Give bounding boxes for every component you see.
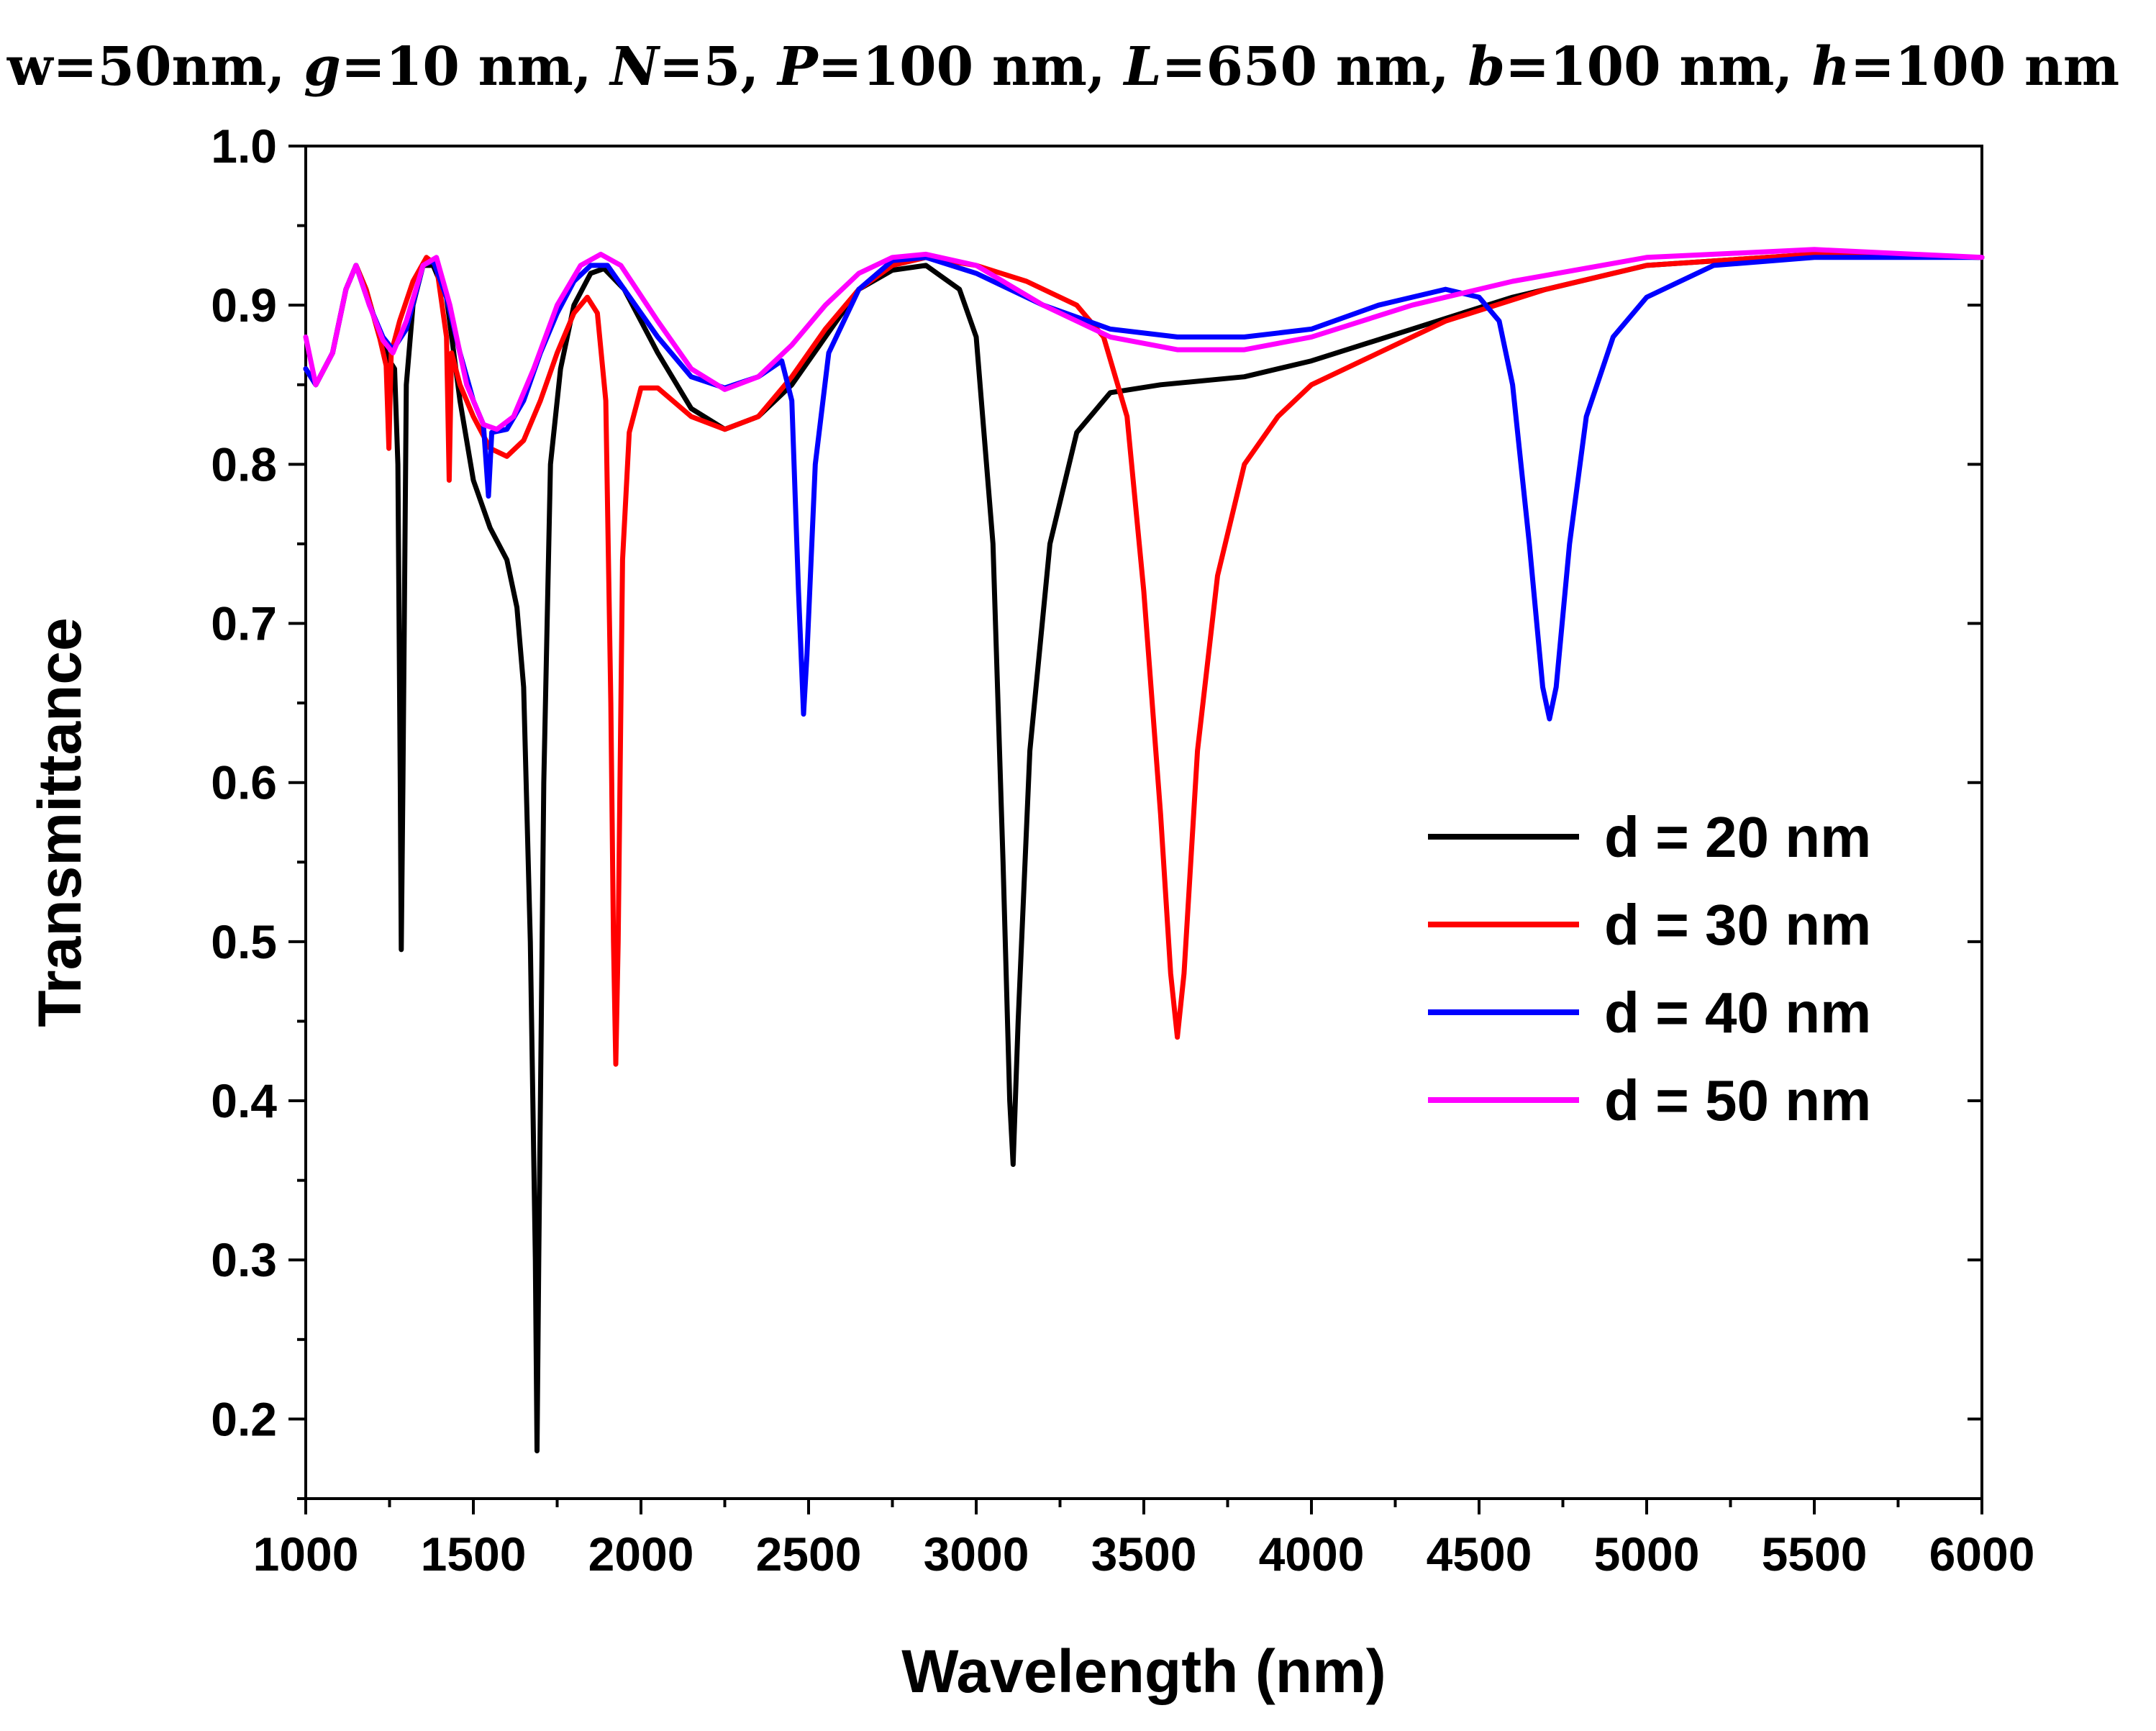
x-tick-label: 4000 (1259, 1527, 1365, 1581)
x-axis: 1000 1500 2000 2500 3000 3500 4000 4500 5000 5500… (253, 1499, 2035, 1581)
title-part-3: N (609, 36, 660, 98)
x-tick-label: 6000 (1929, 1527, 2035, 1581)
title-part-11: h (1811, 36, 1850, 98)
title-part-10: =100 nm, (1505, 36, 1811, 98)
series-line-1 (303, 251, 1985, 1454)
chart-title: w=50nm, g=10 nm, N=5, P=100 nm, L=650 nm… (6, 36, 2119, 98)
y-tick-label: 0.6 (211, 756, 277, 809)
title-part-5: P (776, 36, 819, 98)
x-tick-label: 4500 (1427, 1527, 1532, 1581)
series-line-2 (303, 251, 1985, 1067)
y-axis: 0.2 0.3 0.4 0.5 0.6 0.7 0.8 0.9 1.0 (211, 119, 1982, 1500)
series-line-4 (303, 247, 1985, 432)
y-axis-title: Transmittance (26, 617, 94, 1027)
x-axis-title: Wavelength (nm) (901, 1637, 1386, 1705)
series-line-3 (303, 255, 1985, 722)
title-part-6: =100 nm, (818, 36, 1124, 98)
x-tick-label: 2500 (756, 1527, 862, 1581)
legend: d = 20 nm d = 30 nm d = 40 nm d = 50 nm (1428, 805, 1871, 1132)
x-tick-label: 5500 (1762, 1527, 1868, 1581)
legend-label: d = 20 nm (1604, 805, 1871, 869)
title-part-12: =100 nm (1850, 36, 2119, 98)
y-tick-label: 0.8 (211, 437, 277, 491)
y-tick-label: 0.4 (211, 1074, 277, 1127)
x-tick-label: 3000 (924, 1527, 1029, 1581)
y-tick-label: 0.5 (211, 915, 277, 968)
title-part-9: b (1468, 36, 1505, 98)
title-part-2: =10 nm, (341, 36, 610, 98)
y-tick-label: 1.0 (211, 119, 277, 173)
y-tick-label: 0.7 (211, 597, 277, 650)
x-tick-label: 1000 (253, 1527, 359, 1581)
series-group (303, 247, 1985, 1454)
x-tick-label: 2000 (588, 1527, 694, 1581)
x-tick-label: 3500 (1091, 1527, 1197, 1581)
x-tick-label: 5000 (1594, 1527, 1700, 1581)
title-part-4: =5, (659, 36, 778, 98)
legend-label: d = 30 nm (1604, 893, 1871, 957)
title-part-7: L (1122, 36, 1161, 98)
y-tick-label: 0.2 (211, 1392, 277, 1445)
y-tick-label: 0.3 (211, 1233, 277, 1286)
y-tick-label: 0.9 (211, 278, 277, 332)
x-tick-label: 1500 (421, 1527, 527, 1581)
title-part-1: g (304, 36, 341, 98)
title-part-8: =650 nm, (1162, 36, 1468, 98)
title-part-0: w=50nm, (6, 36, 304, 98)
legend-label: d = 50 nm (1604, 1068, 1871, 1132)
legend-label: d = 40 nm (1604, 981, 1871, 1045)
